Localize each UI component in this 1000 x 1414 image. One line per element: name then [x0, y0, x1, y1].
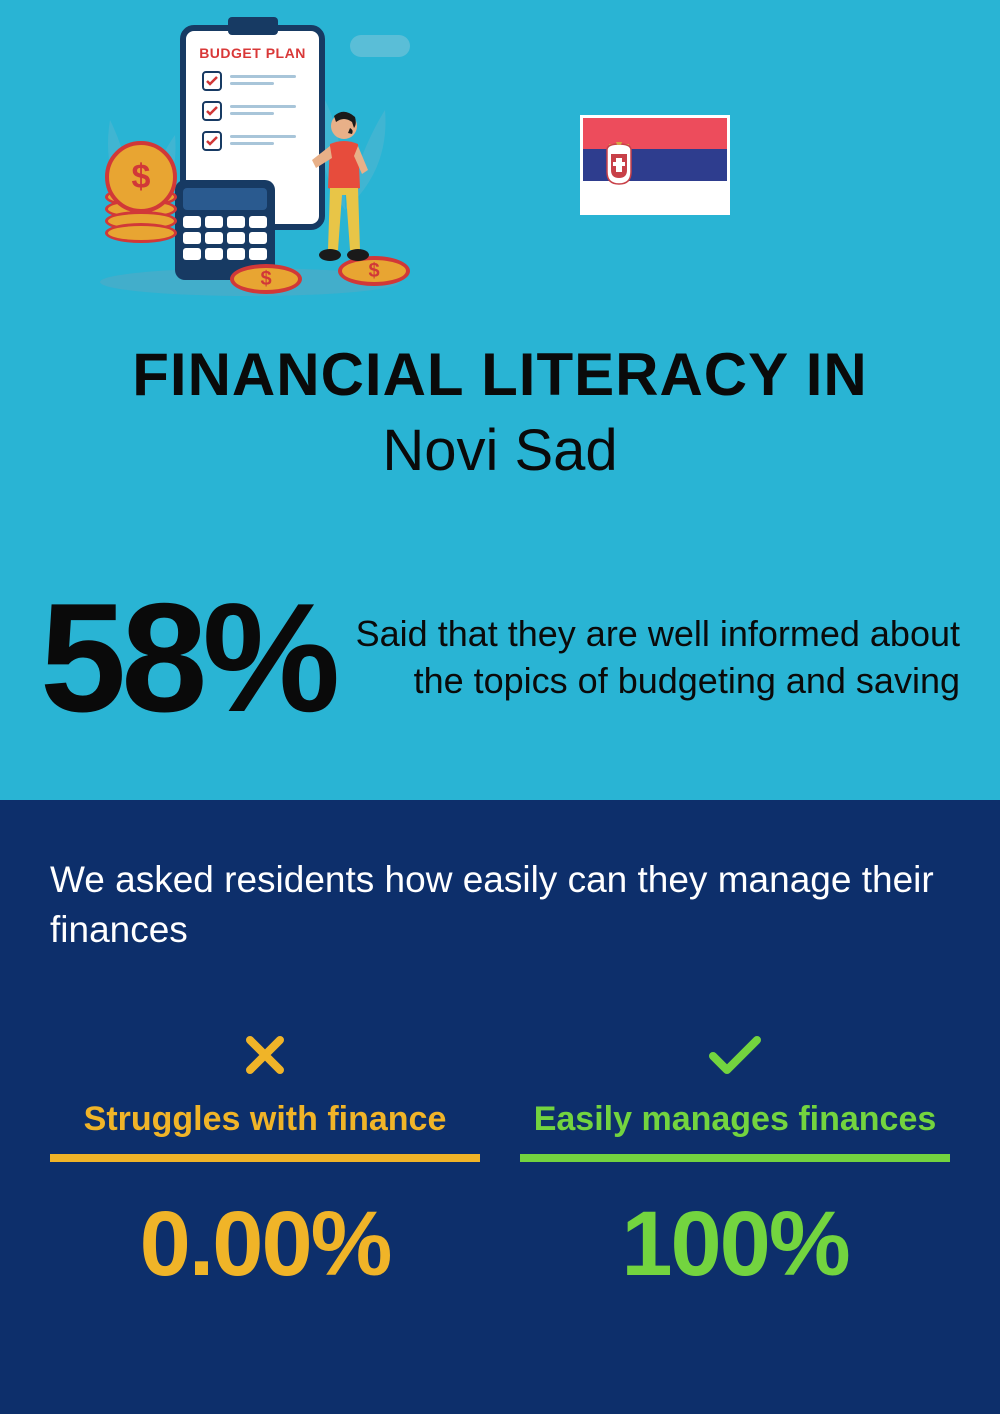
check-icon [520, 1025, 950, 1085]
checklist-row [202, 101, 303, 121]
checklist-row [202, 131, 303, 151]
checkbox-icon [202, 101, 222, 121]
manages-column: Easily manages finances 100% [520, 1025, 950, 1297]
survey-question: We asked residents how easily can they m… [50, 855, 950, 955]
struggles-divider [50, 1154, 480, 1162]
clipboard-clip [228, 17, 278, 35]
title-line2: Novi Sad [0, 417, 1000, 484]
checkbox-icon [202, 131, 222, 151]
page-title: FINANCIAL LITERACY IN Novi Sad [0, 340, 1000, 484]
main-stat-percent: 58% [40, 580, 335, 735]
title-line1: FINANCIAL LITERACY IN [0, 340, 1000, 409]
manages-value: 100% [520, 1192, 950, 1297]
serbia-flag-icon [580, 115, 730, 215]
struggles-value: 0.00% [50, 1192, 480, 1297]
x-icon [50, 1025, 480, 1085]
top-section: BUDGET PLAN $ [0, 0, 1000, 800]
main-stat-description: Said that they are well informed about t… [355, 611, 960, 705]
coin-icon: $ [230, 264, 302, 294]
checkbox-icon [202, 71, 222, 91]
checklist-row [202, 71, 303, 91]
manages-divider [520, 1154, 950, 1162]
person-icon [308, 110, 378, 285]
bottom-section: We asked residents how easily can they m… [0, 800, 1000, 1414]
cloud-icon [350, 35, 410, 57]
flag-emblem-icon [603, 142, 635, 186]
manages-label: Easily manages finances [520, 1100, 950, 1139]
clipboard-title: BUDGET PLAN [186, 45, 319, 61]
coin-stack-icon: $ [105, 195, 177, 243]
struggles-label: Struggles with finance [50, 1100, 480, 1139]
budget-illustration: BUDGET PLAN $ [90, 20, 410, 300]
main-stat: 58% Said that they are well informed abo… [40, 580, 960, 735]
struggles-column: Struggles with finance 0.00% [50, 1025, 480, 1297]
result-columns: Struggles with finance 0.00% Easily mana… [50, 1025, 950, 1297]
